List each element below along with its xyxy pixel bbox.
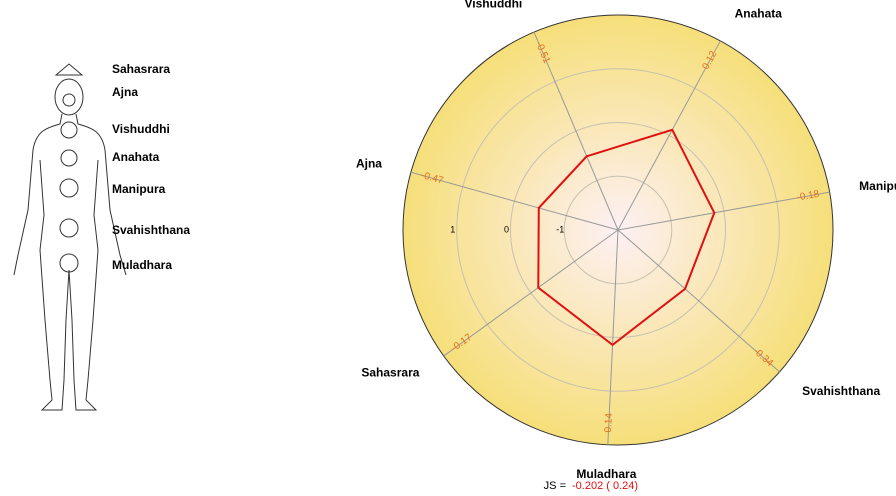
figure-label: Ajna: [112, 85, 138, 99]
category-label: Vishuddhi: [464, 0, 522, 11]
figure-labels: Sahasrara Ajna Vishuddhi Anahata Manipura Sva…: [112, 62, 190, 272]
category-label: Muladhara: [576, 467, 636, 481]
figure-label: Svahishthana: [112, 223, 190, 237]
figure-label: Vishuddhi: [112, 122, 170, 136]
figure-label: Manipura: [112, 182, 166, 196]
value-label: 0.14: [603, 412, 615, 432]
figure-label: Sahasrara: [112, 62, 170, 76]
radar-chart: -101Vishuddhi-0.51Anahata0.12Manipura-0.…: [356, 0, 896, 481]
category-label: Svahishthana: [802, 384, 880, 398]
r-tick-label: 0: [504, 224, 509, 234]
r-tick-label: -1: [556, 224, 564, 234]
body-figure: [14, 64, 126, 410]
category-label: Anahata: [735, 7, 783, 21]
annotation-value: -0.202 ( 0.24): [572, 480, 638, 492]
figure-label: Anahata: [112, 150, 160, 164]
figure-label: Muladhara: [112, 258, 172, 272]
page: Sahasrara Ajna Vishuddhi Anahata Manipura Sva…: [0, 0, 896, 496]
category-label: Manipura: [859, 179, 896, 193]
annotation-label: JS =: [544, 480, 566, 492]
category-label: Sahasrara: [361, 366, 419, 380]
category-label: Ajna: [356, 156, 382, 170]
r-tick-label: 1: [450, 224, 455, 234]
